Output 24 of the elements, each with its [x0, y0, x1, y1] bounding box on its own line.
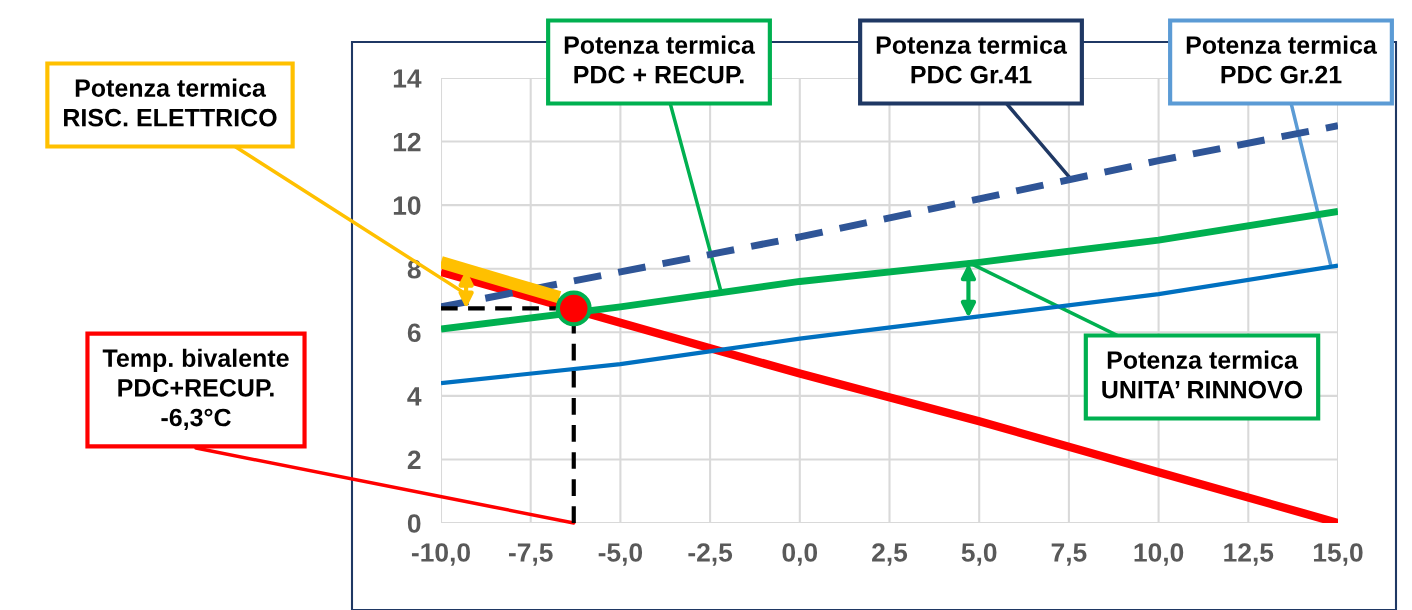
x-tick-label: 0,0	[782, 543, 818, 566]
y-tick-label: 10	[393, 196, 421, 215]
y-tick-label: 4	[407, 387, 422, 406]
y-tick-label: 0	[407, 514, 421, 533]
x-tick-label: 10,0	[1134, 543, 1184, 566]
x-tick-label: -10,0	[411, 543, 470, 566]
y-tick-label: 2	[407, 450, 421, 469]
x-tick-label: 2,5	[872, 543, 908, 566]
x-tick-label: 12,5	[1224, 543, 1274, 566]
annotation: Potenza termica UNITA’ RINNOVO	[1102, 350, 1303, 399]
annotation: Potenza termica PDC + RECUP.	[564, 35, 756, 84]
annotation: Potenza termica PDC Gr.21	[1186, 35, 1378, 84]
y-tick-label: 12	[393, 132, 421, 152]
annotation: Potenza termica RISC. ELETTRICO	[64, 78, 277, 127]
x-tick-label: 7,5	[1051, 543, 1087, 566]
y-tick-label: 6	[407, 323, 421, 343]
x-tick-label: -2,5	[688, 543, 733, 566]
x-tick-label: -7,5	[509, 543, 553, 566]
y-tick-label: 14	[393, 69, 422, 88]
annotation: Temp. bivalente PDC+RECUP. -6,3°C	[102, 348, 289, 430]
x-tick-label: -5,0	[598, 543, 643, 566]
annotation: Potenza termica PDC Gr.41	[876, 35, 1068, 84]
x-tick-label: 5,0	[961, 543, 997, 566]
x-tick-label: 15,0	[1313, 543, 1363, 566]
